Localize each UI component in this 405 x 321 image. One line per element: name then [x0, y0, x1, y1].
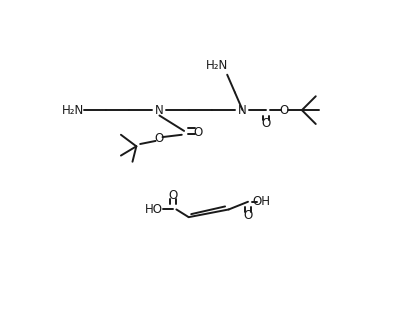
Text: OH: OH	[253, 195, 271, 208]
Text: H₂N: H₂N	[206, 59, 228, 72]
Text: O: O	[193, 126, 202, 139]
Text: N: N	[155, 104, 164, 117]
Text: O: O	[155, 132, 164, 145]
Text: HO: HO	[145, 203, 163, 216]
Text: H₂N: H₂N	[62, 104, 84, 117]
Text: O: O	[243, 209, 253, 222]
Text: N: N	[238, 104, 247, 117]
Text: O: O	[168, 189, 178, 202]
Text: O: O	[279, 104, 289, 117]
Text: O: O	[261, 117, 270, 131]
